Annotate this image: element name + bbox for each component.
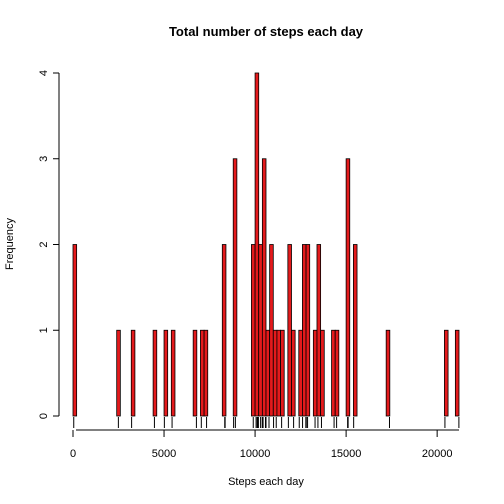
histogram-bar (298, 329, 303, 417)
chart-title: Total number of steps each day (169, 24, 364, 39)
histogram-bar (316, 244, 322, 417)
histogram-bar (200, 329, 205, 417)
histogram-bar (280, 329, 285, 417)
y-tick-label: 2 (38, 241, 50, 247)
y-tick-label: 1 (38, 327, 50, 333)
histogram-bar (291, 329, 296, 417)
histogram-bar (385, 329, 391, 417)
bars-group (72, 72, 460, 417)
histogram-bar (305, 244, 311, 417)
x-tick-label: 5000 (152, 448, 176, 460)
histogram-bar (258, 244, 263, 417)
histogram-bar (251, 244, 256, 417)
y-axis: 0 1 2 3 4 (38, 70, 60, 419)
x-axis: 0 5000 10000 15000 20000 (70, 429, 459, 460)
histogram-bar (345, 158, 351, 417)
histogram-bar (203, 329, 209, 417)
histogram-bar (232, 158, 238, 417)
histogram-bar (170, 329, 176, 417)
histogram-bar (276, 329, 281, 417)
histogram-bar (352, 244, 358, 417)
x-tick-label: 0 (70, 448, 76, 460)
histogram-bar (116, 329, 121, 417)
histogram-bar (287, 244, 292, 417)
histogram-bar (320, 329, 325, 417)
histogram-bar (312, 329, 318, 417)
x-tick-label: 10000 (240, 448, 271, 460)
histogram-bar (331, 329, 336, 417)
y-tick-label: 4 (38, 70, 50, 76)
histogram-bar (72, 244, 78, 417)
y-tick-label: 3 (38, 156, 50, 162)
histogram-bar (302, 244, 307, 417)
x-tick-label: 15000 (331, 448, 362, 460)
histogram-bar (272, 329, 278, 417)
histogram-bar (269, 244, 274, 417)
histogram-bar (254, 72, 260, 417)
y-axis-label: Frequency (4, 218, 16, 270)
rug-marks (73, 417, 460, 428)
histogram-bar (265, 329, 271, 417)
histogram-bar (130, 329, 136, 417)
histogram-bar (444, 329, 449, 417)
histogram-bar (192, 329, 198, 417)
histogram-bar (221, 244, 227, 417)
histogram-bar (454, 329, 460, 417)
histogram-bar (261, 158, 267, 417)
histogram-bar (163, 329, 169, 417)
y-tick-label: 0 (38, 413, 50, 419)
x-axis-label: Steps each day (228, 476, 304, 488)
x-tick-label: 20000 (422, 448, 453, 460)
histogram-bar (152, 329, 158, 417)
histogram-bar (334, 329, 340, 417)
